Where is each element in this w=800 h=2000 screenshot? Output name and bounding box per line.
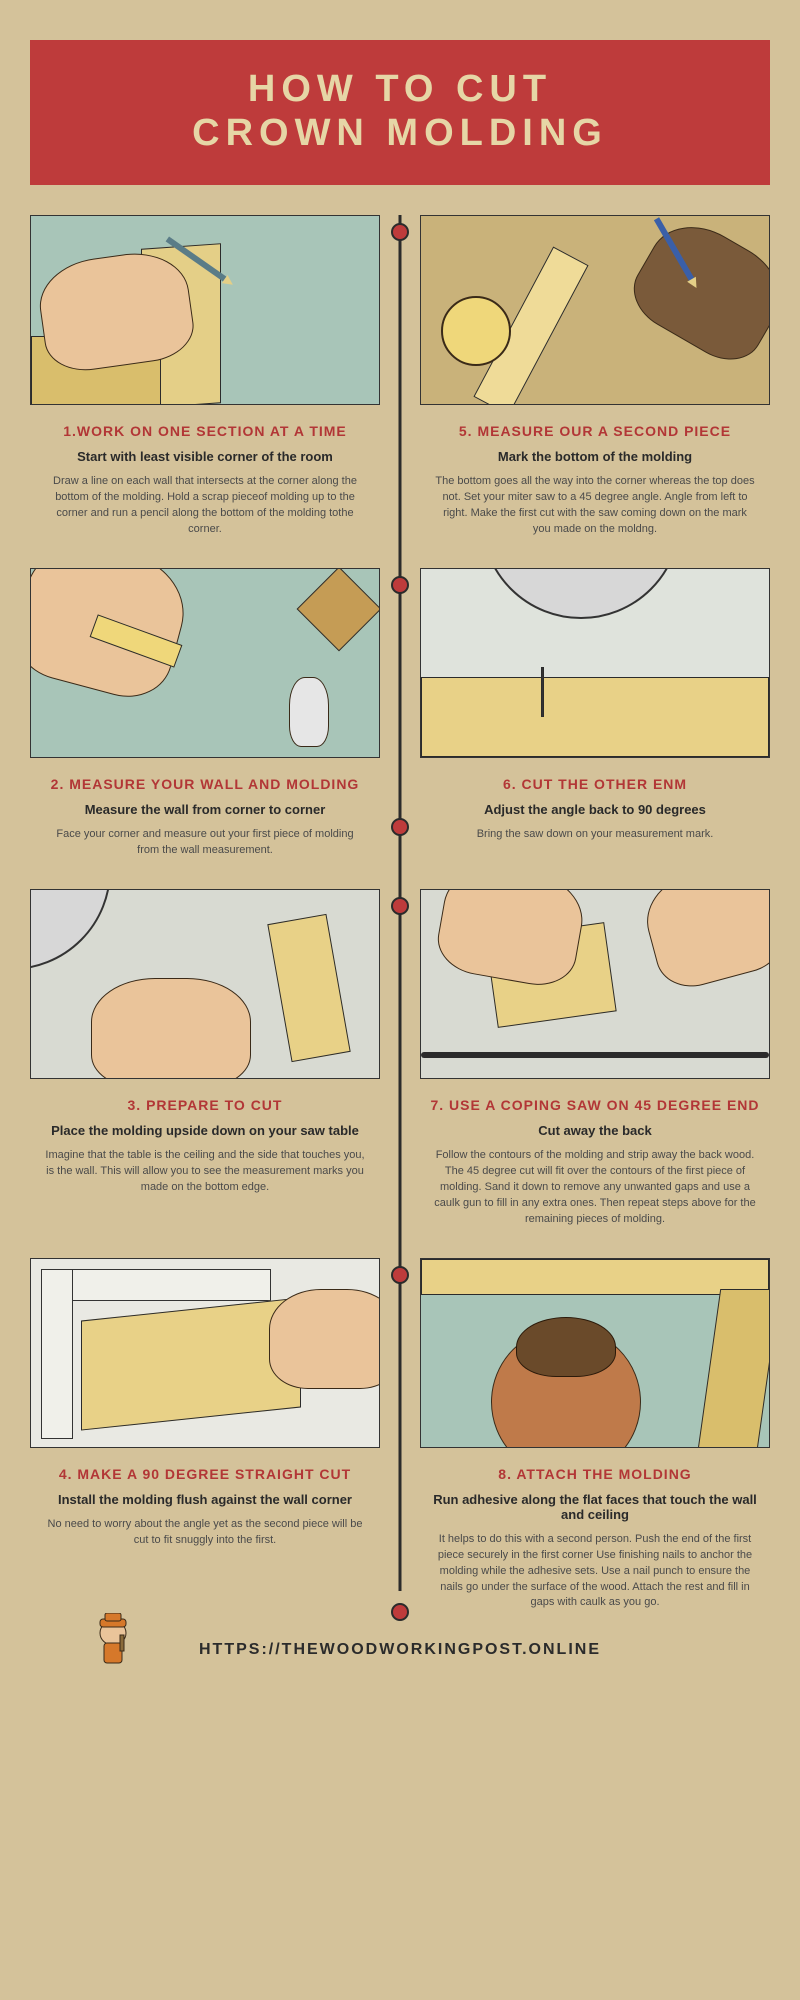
mascot-icon — [90, 1613, 136, 1665]
timeline: 1.WORK ON ONE SECTION AT A TIME Start wi… — [30, 215, 770, 1611]
step-body: It helps to do this with a second person… — [420, 1532, 770, 1612]
step-subtitle: Adjust the angle back to 90 degrees — [420, 802, 770, 817]
step-body: Bring the saw down on your measurement m… — [420, 827, 770, 843]
step-subtitle: Measure the wall from corner to corner — [30, 802, 380, 817]
step-subtitle: Start with least visible corner of the r… — [30, 449, 380, 464]
step-subtitle: Install the molding flush against the wa… — [30, 1492, 380, 1507]
step-body: Follow the contours of the molding and s… — [420, 1148, 770, 1228]
step-body: No need to worry about the angle yet as … — [30, 1517, 380, 1549]
title-line-1: HOW TO CUT — [248, 68, 552, 110]
step-subtitle: Place the molding upside down on your sa… — [30, 1123, 380, 1138]
title-banner: HOW TO CUT CROWN MOLDING — [30, 40, 770, 185]
page-title: HOW TO CUT CROWN MOLDING — [30, 68, 770, 155]
step-card: 7. USE A COPING SAW ON 45 DEGREE END Cut… — [420, 889, 770, 1228]
step-subtitle: Run adhesive along the flat faces that t… — [420, 1492, 770, 1522]
step-illustration-8 — [420, 1258, 770, 1448]
timeline-dot — [391, 576, 409, 594]
footer-url: HTTPS://THEWOODWORKINGPOST.ONLINE — [199, 1641, 601, 1658]
timeline-dot — [391, 1603, 409, 1621]
infographic-canvas: HOW TO CUT CROWN MOLDING 1.WORK ON ONE S… — [0, 40, 800, 1699]
step-card: 5. MEASURE OUR A SECOND PIECE Mark the b… — [420, 215, 770, 538]
step-illustration-4 — [30, 1258, 380, 1448]
step-body: Draw a line on each wall that intersects… — [30, 474, 380, 538]
step-title: 5. MEASURE OUR A SECOND PIECE — [420, 423, 770, 439]
step-card: 8. ATTACH THE MOLDING Run adhesive along… — [420, 1258, 770, 1612]
step-title: 7. USE A COPING SAW ON 45 DEGREE END — [420, 1097, 770, 1113]
step-card: 1.WORK ON ONE SECTION AT A TIME Start wi… — [30, 215, 380, 538]
step-illustration-5 — [420, 215, 770, 405]
timeline-row: 1.WORK ON ONE SECTION AT A TIME Start wi… — [30, 215, 770, 538]
step-illustration-2 — [30, 568, 380, 758]
step-title: 8. ATTACH THE MOLDING — [420, 1466, 770, 1482]
step-title: 1.WORK ON ONE SECTION AT A TIME — [30, 423, 380, 439]
timeline-row: 4. MAKE A 90 DEGREE STRAIGHT CUT Install… — [30, 1258, 770, 1612]
step-card: 4. MAKE A 90 DEGREE STRAIGHT CUT Install… — [30, 1258, 380, 1612]
timeline-dot — [391, 223, 409, 241]
title-line-2: CROWN MOLDING — [192, 112, 608, 154]
step-subtitle: Mark the bottom of the molding — [420, 449, 770, 464]
step-card: 2. MEASURE YOUR WALL AND MOLDING Measure… — [30, 568, 380, 859]
timeline-dot — [391, 1266, 409, 1284]
step-illustration-6 — [420, 568, 770, 758]
timeline-row: 2. MEASURE YOUR WALL AND MOLDING Measure… — [30, 568, 770, 859]
timeline-row: 3. PREPARE TO CUT Place the molding upsi… — [30, 889, 770, 1228]
step-title: 3. PREPARE TO CUT — [30, 1097, 380, 1113]
step-card: 6. CUT THE OTHER ENM Adjust the angle ba… — [420, 568, 770, 859]
timeline-dot — [391, 818, 409, 836]
step-illustration-1 — [30, 215, 380, 405]
step-title: 4. MAKE A 90 DEGREE STRAIGHT CUT — [30, 1466, 380, 1482]
step-illustration-7 — [420, 889, 770, 1079]
step-card: 3. PREPARE TO CUT Place the molding upsi… — [30, 889, 380, 1228]
step-title: 2. MEASURE YOUR WALL AND MOLDING — [30, 776, 380, 792]
step-title: 6. CUT THE OTHER ENM — [420, 776, 770, 792]
step-body: The bottom goes all the way into the cor… — [420, 474, 770, 538]
step-body: Imagine that the table is the ceiling an… — [30, 1148, 380, 1196]
footer: HTTPS://THEWOODWORKINGPOST.ONLINE — [0, 1641, 800, 1659]
timeline-dot — [391, 897, 409, 915]
step-illustration-3 — [30, 889, 380, 1079]
step-body: Face your corner and measure out your fi… — [30, 827, 380, 859]
step-subtitle: Cut away the back — [420, 1123, 770, 1138]
